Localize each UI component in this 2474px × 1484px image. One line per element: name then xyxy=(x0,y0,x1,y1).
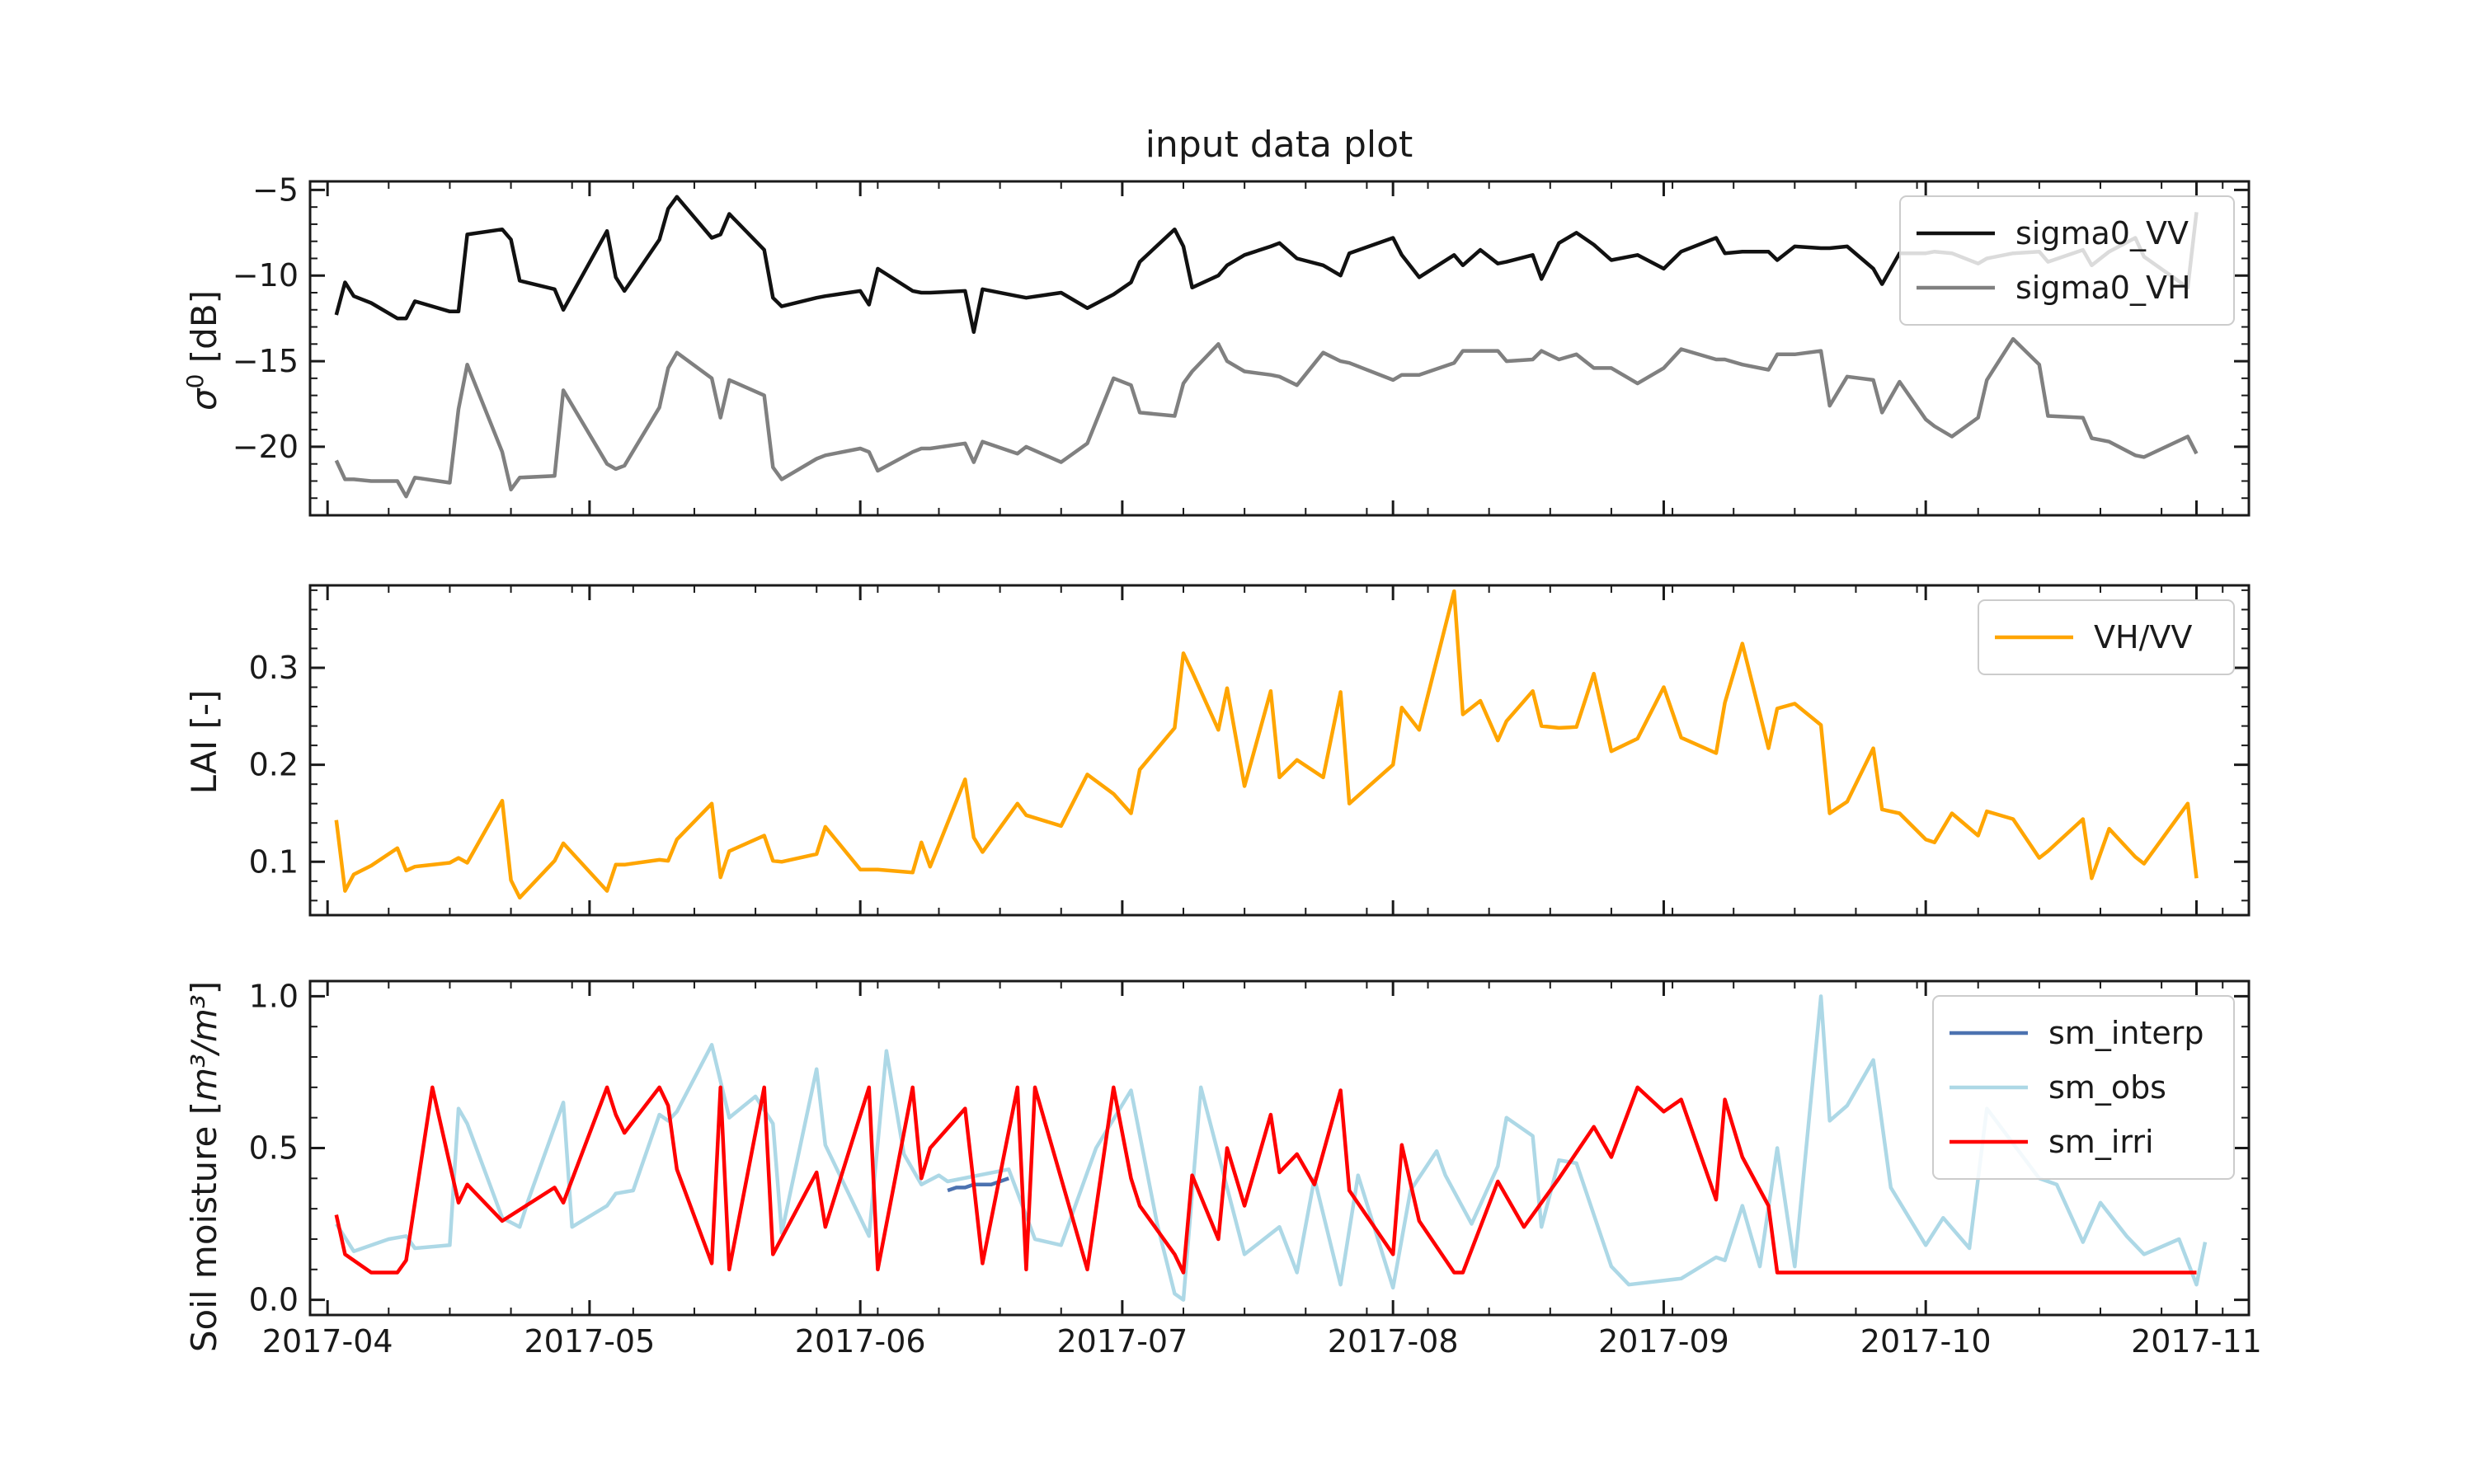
x-tick-label: 2017-05 xyxy=(524,1323,655,1360)
legend-entry: sm_obs xyxy=(2048,1069,2166,1106)
lai-series-lines xyxy=(334,589,2199,900)
x-tick-label: 2017-04 xyxy=(262,1323,393,1360)
y-tick-label: 1.0 xyxy=(249,978,299,1014)
y-tick-label: 0.1 xyxy=(249,843,299,880)
sigma0-legend: sigma0_VV sigma0_VH xyxy=(1899,195,2235,326)
lai-axes: 0.1 0.2 0.3 xyxy=(249,584,2251,917)
legend-entry: VH/VV xyxy=(2094,619,2192,655)
panel-soil-moisture: 0.0 0.5 1.0 Soil moisture [m³/m³] sm_inter… xyxy=(184,978,2251,1352)
lai-y-axis-label: LAI [-] xyxy=(184,690,224,795)
y-tick-label: −10 xyxy=(233,257,299,294)
y-tick-label: 0.3 xyxy=(249,650,299,686)
soil-moisture-legend: sm_interp sm_obs sm_irri xyxy=(1932,995,2235,1180)
plot-frame xyxy=(308,180,2251,517)
x-tick-label: 2017-08 xyxy=(1328,1323,1459,1360)
soil-moisture-y-axis-label: Soil moisture [m³/m³] xyxy=(184,981,224,1352)
legend-frame xyxy=(1899,195,2235,326)
chart-title: input data plot xyxy=(1145,124,1413,166)
series-line-sigma0-vh xyxy=(334,336,2199,499)
lai-legend: VH/VV xyxy=(1978,599,2235,675)
series-line-sm-irri xyxy=(334,1085,2197,1275)
y-tick-label: −20 xyxy=(233,429,299,465)
legend-entry: sigma0_VH xyxy=(2015,270,2191,306)
legend-frame xyxy=(1978,599,2235,675)
legend-entry: sigma0_VV xyxy=(2015,215,2189,251)
x-tick-label: 2017-09 xyxy=(1598,1323,1729,1360)
series-line-sm-obs xyxy=(334,994,2208,1302)
y-tick-label: −5 xyxy=(252,171,299,208)
x-tick-label: 2017-11 xyxy=(2131,1323,2262,1360)
panel-sigma0: −5 −10 −15 −20 σ0 [dB] sigma0_VV sigma0_VH xyxy=(181,171,2251,517)
y-tick-label: −15 xyxy=(233,343,299,379)
plot-frame xyxy=(308,584,2251,917)
series-line-sigma0-vv xyxy=(334,195,2199,335)
panel-lai: 0.1 0.2 0.3 LAI [-] VH/VV xyxy=(184,584,2251,917)
sigma0-axes: −5 −10 −15 −20 xyxy=(233,171,2251,517)
x-tick-labels: 2017-04 2017-05 2017-06 2017-07 2017-08 2017-… xyxy=(262,1323,2262,1360)
x-tick-label: 2017-10 xyxy=(1860,1323,1992,1360)
legend-entry: sm_irri xyxy=(2048,1124,2154,1160)
soil-moisture-series-lines xyxy=(334,994,2208,1302)
sigma0-y-axis-label: σ0 [dB] xyxy=(181,290,225,411)
series-line-vh-vv xyxy=(334,589,2199,900)
legend-frame xyxy=(1932,995,2235,1180)
y-tick-label: 0.5 xyxy=(249,1130,299,1167)
y-tick-label: 0.0 xyxy=(249,1282,299,1318)
legend-entry: sm_interp xyxy=(2048,1015,2204,1051)
sigma0-series-lines xyxy=(334,195,2199,499)
soil-moisture-axes: 0.0 0.5 1.0 xyxy=(249,978,2251,1318)
x-tick-label: 2017-07 xyxy=(1056,1323,1188,1360)
x-tick-label: 2017-06 xyxy=(795,1323,926,1360)
y-tick-label: 0.2 xyxy=(249,747,299,783)
